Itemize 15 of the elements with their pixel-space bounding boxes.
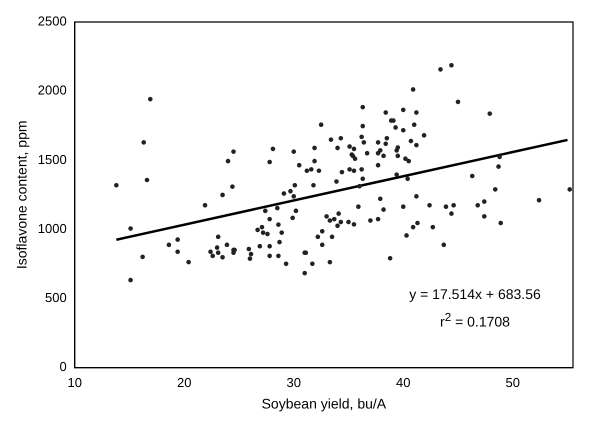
x-tick-label: 50 [506,374,520,390]
x-tick-label: 20 [177,374,192,390]
x-tick-label: 40 [396,374,410,390]
x-tick-label: 30 [286,374,301,390]
y-tick-label: 0 [59,359,67,374]
y-tick-label: 500 [45,290,67,306]
annotation: r$^{2}$ = 0.1708 [439,310,511,332]
x-axis-title: Soybean yield, bu/A [262,395,387,412]
y-axis-title: Isoflavone content, ppm [13,120,30,270]
annotation: y = 17.514x + 683.56 [408,285,542,304]
y-tick-label: 1500 [38,152,67,167]
y-tick-label: 1000 [38,220,67,236]
y-tick-label: 2000 [38,82,67,98]
x-tick-label: 10 [67,374,82,390]
y-tick-label: 2500 [38,14,67,29]
